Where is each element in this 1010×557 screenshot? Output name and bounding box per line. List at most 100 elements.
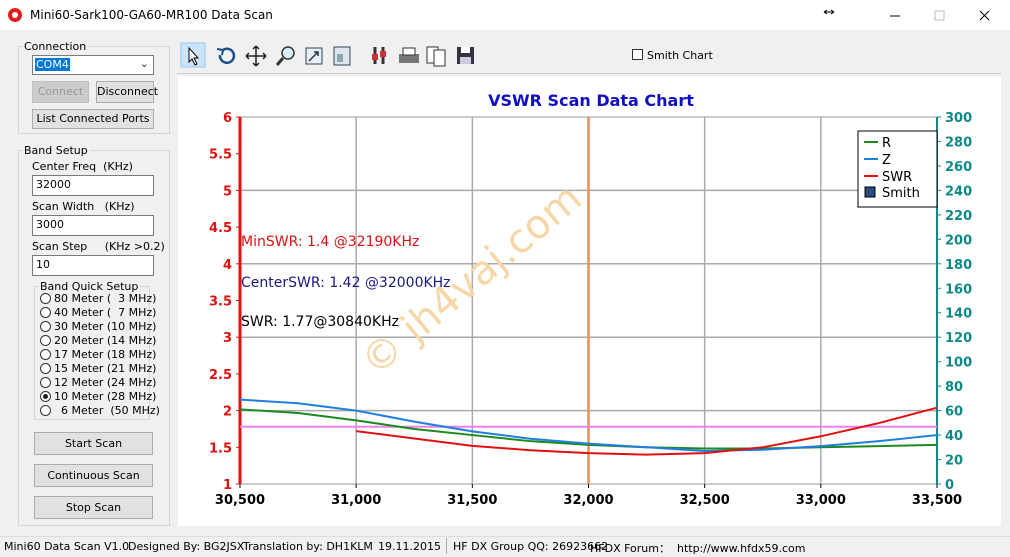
band-radio[interactable]: 6 Meter (50 MHz) (40, 404, 160, 417)
status-text: Designed By: BG2JSX (128, 540, 245, 553)
annotation: CenterSWR: 1.42 @32000KHz (241, 275, 451, 291)
group-title: Band Setup (22, 144, 90, 157)
series-line (239, 398, 938, 452)
radio-label: 15 Meter (21 MHz) (54, 362, 157, 375)
title-bar: Mini60-Sark100-GA60-MR100 Data Scan (0, 0, 1010, 30)
status-text: Mini60 Data Scan V1.0 (4, 540, 130, 553)
y2-tick-label: 160 (945, 282, 972, 297)
y-tick-label: 5 (223, 184, 232, 199)
y2-tick-label: 80 (945, 380, 963, 395)
radio-circle (40, 335, 51, 346)
radio-circle (40, 321, 51, 332)
band-radio[interactable]: 12 Meter (24 MHz) (40, 376, 156, 389)
x-tick-label: 32,000 (563, 493, 613, 508)
width-input[interactable]: 3000 (32, 215, 154, 236)
radio-label: 6 Meter (50 MHz) (54, 404, 160, 417)
toolbar: Smith Chart (177, 40, 1001, 74)
continuous-button[interactable]: Continuous Scan (34, 464, 153, 487)
band-radio[interactable]: 30 Meter (10 MHz) (40, 320, 156, 333)
radio-circle (40, 377, 51, 388)
legend-label: Z (882, 153, 891, 168)
y2-tick-label: 140 (945, 307, 972, 322)
y-tick-label: 2 (223, 405, 232, 420)
y2-tick-label: 100 (945, 356, 972, 371)
smith-checkbox[interactable] (632, 49, 643, 60)
x-tick-label: 31,000 (331, 493, 381, 508)
toolbar-icons[interactable] (177, 40, 497, 72)
y-tick-label: 1.5 (209, 441, 232, 456)
y2-tick-label: 180 (945, 258, 972, 273)
x-tick-label: 33,500 (912, 493, 962, 508)
x-tick-label: 32,500 (680, 493, 730, 508)
y-tick-label: 4 (223, 258, 232, 273)
radio-circle (40, 363, 51, 374)
band-radio[interactable]: 15 Meter (21 MHz) (40, 362, 156, 375)
radio-circle (40, 391, 51, 402)
y2-tick-label: 0 (945, 478, 954, 493)
connect-button[interactable]: Connect (32, 81, 89, 103)
band-radio[interactable]: 80 Meter ( 3 MHz) (40, 292, 156, 305)
radio-label: 30 Meter (10 MHz) (54, 320, 157, 333)
radio-label: 12 Meter (24 MHz) (54, 376, 157, 389)
x-tick-label: 31,500 (447, 493, 497, 508)
list-ports-button[interactable]: List Connected Ports (32, 109, 154, 129)
group-title: Band Quick Setup (38, 280, 141, 293)
series-line (356, 406, 938, 456)
y2-tick-label: 280 (945, 135, 972, 150)
radio-circle (40, 293, 51, 304)
group-title: Connection (22, 40, 89, 53)
y2-tick-label: 260 (945, 160, 972, 175)
field-label: Scan Width (KHz) (32, 200, 135, 213)
y2-tick-label: 200 (945, 233, 972, 248)
band-radio[interactable]: 20 Meter (14 MHz) (40, 334, 156, 347)
start-button[interactable]: Start Scan (34, 432, 153, 455)
legend-label: SWR (882, 170, 912, 185)
radio-label: 20 Meter (14 MHz) (54, 334, 157, 347)
legend-label: Smith (882, 186, 920, 201)
band-setup-group (18, 150, 170, 526)
port-combobox[interactable]: COM4 ⌄ (32, 55, 154, 75)
band-radio[interactable]: 17 Meter (18 MHz) (40, 348, 156, 361)
y-tick-label: 2.5 (209, 368, 232, 383)
y-tick-label: 3.5 (209, 295, 232, 310)
y2-tick-label: 40 (945, 429, 963, 444)
port-value: COM4 (35, 58, 70, 71)
status-text: Translation by: DH1KLM (243, 540, 373, 553)
radio-circle (40, 405, 51, 416)
checkbox-label: Smith Chart (647, 49, 713, 62)
band-radio[interactable]: 10 Meter (28 MHz) (40, 390, 156, 403)
disconnect-button[interactable]: Disconnect (96, 81, 158, 103)
y2-tick-label: 20 (945, 454, 963, 469)
y2-tick-label: 60 (945, 405, 963, 420)
annotation: SWR: 1.77@30840KHz (241, 314, 399, 330)
legend-label: R (882, 136, 891, 151)
window-controls[interactable] (820, 8, 1010, 24)
y-tick-label: 5.5 (209, 148, 232, 163)
y-tick-label: 4.5 (209, 221, 232, 236)
radio-label: 10 Meter (28 MHz) (54, 390, 157, 403)
x-tick-label: 30,500 (215, 493, 265, 508)
center-input[interactable]: 32000 (32, 175, 154, 196)
app-icon (8, 8, 22, 22)
x-tick-label: 33,000 (796, 493, 846, 508)
field-label: Center Freq (KHz) (32, 160, 133, 173)
y2-tick-label: 300 (945, 111, 972, 126)
field-label: Scan Step (KHz >0.2) (32, 240, 165, 253)
connection-group (18, 46, 170, 134)
series-line (239, 408, 938, 450)
status-separator (446, 538, 447, 554)
radio-label: 80 Meter ( 3 MHz) (54, 292, 157, 305)
radio-circle (40, 307, 51, 318)
annotation: MinSWR: 1.4 @32190KHz (241, 234, 419, 250)
radio-label: 40 Meter ( 7 MHz) (54, 306, 157, 319)
status-bar (0, 536, 1010, 557)
y-tick-label: 3 (223, 331, 232, 346)
y2-tick-label: 220 (945, 209, 972, 224)
status-text: HF DX Group QQ: 26923662 (453, 540, 609, 553)
chart-title: VSWR Scan Data Chart (488, 91, 694, 110)
band-radio[interactable]: 40 Meter ( 7 MHz) (40, 306, 156, 319)
y-tick-label: 1 (223, 478, 232, 493)
step-input[interactable]: 10 (32, 255, 154, 276)
stop-button[interactable]: Stop Scan (34, 496, 153, 519)
